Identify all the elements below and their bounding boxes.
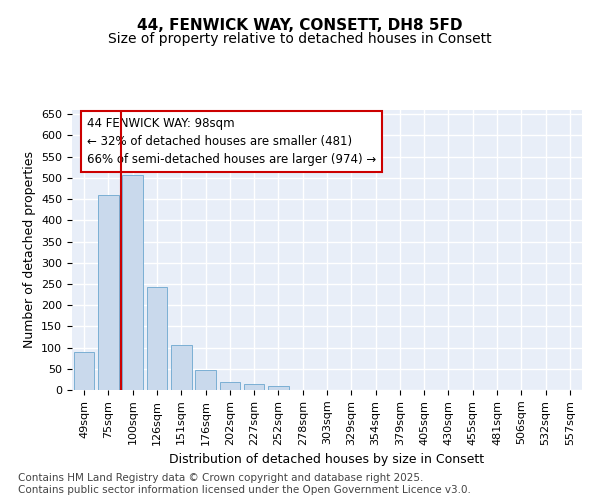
Y-axis label: Number of detached properties: Number of detached properties (23, 152, 35, 348)
Bar (220, 382, 240, 390)
Bar (146, 288, 167, 390)
Bar (171, 346, 191, 390)
Text: Size of property relative to detached houses in Consett: Size of property relative to detached ho… (108, 32, 492, 46)
Text: Contains HM Land Registry data © Crown copyright and database right 2025.
Contai: Contains HM Land Registry data © Crown c… (18, 474, 471, 495)
Bar (244, 384, 265, 390)
X-axis label: Distribution of detached houses by size in Consett: Distribution of detached houses by size … (169, 453, 485, 466)
Bar (195, 370, 216, 390)
Bar (268, 386, 289, 390)
Text: 44 FENWICK WAY: 98sqm
← 32% of detached houses are smaller (481)
66% of semi-det: 44 FENWICK WAY: 98sqm ← 32% of detached … (88, 117, 377, 166)
Bar (74, 352, 94, 390)
Text: 44, FENWICK WAY, CONSETT, DH8 5FD: 44, FENWICK WAY, CONSETT, DH8 5FD (137, 18, 463, 32)
Bar (98, 195, 119, 390)
Bar (122, 175, 143, 390)
